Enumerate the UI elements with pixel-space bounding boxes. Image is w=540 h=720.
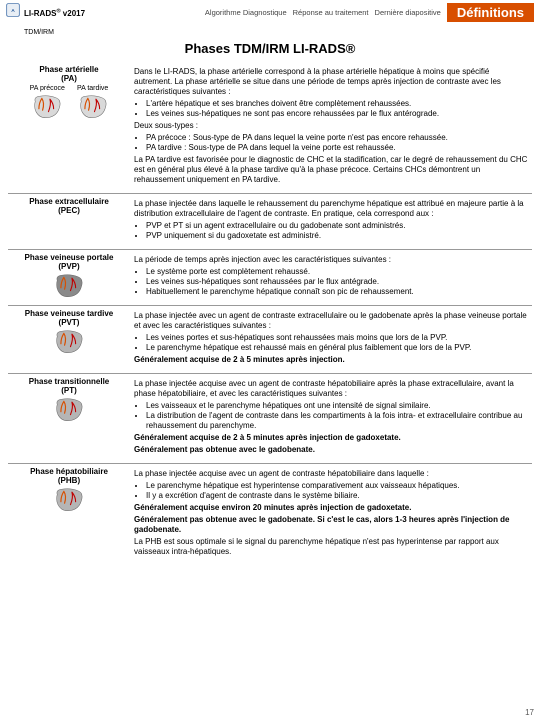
phase-label-pec: Phase extracellulaire(PEC) [10, 197, 128, 215]
bullet-phb-0: Le parenchyme hépatique est hyperintense… [146, 481, 528, 491]
left-cell-phb: Phase hépatobiliaire(PHB) [8, 464, 130, 566]
para-pa: La PA tardive est favorisée pour le diag… [134, 155, 528, 185]
phase-label-pt: Phase transitionnelle(PT) [10, 377, 128, 395]
phase-row-pa: Phase artérielle(PA) PA précoce PA tardi… [8, 62, 532, 193]
brand-text: LI-RADS [24, 9, 56, 18]
phases-table: Phase artérielle(PA) PA précoce PA tardi… [8, 62, 532, 565]
subbullet-pa-1: PA tardive : Sous-type de PA dans lequel… [146, 143, 528, 153]
logo-block: A LI-RADS® v2017 TDM/IRM [6, 3, 116, 39]
intro-pvt: La phase injectée avec un agent de contr… [134, 311, 528, 331]
phase-row-pt: Phase transitionnelle(PT) La phase injec… [8, 374, 532, 464]
brand-version: v2017 [61, 9, 85, 18]
extra-phb-1: Généralement pas obtenue avec le gadoben… [134, 515, 528, 535]
bullets-phb: Le parenchyme hépatique est hyperintense… [146, 481, 528, 501]
top-bar: A LI-RADS® v2017 TDM/IRM Algorithme Diag… [0, 0, 540, 39]
extra-phb-0: Généralement acquise environ 20 minutes … [134, 503, 528, 513]
bullet-pvt-1: Le parenchyme hépatique est rehaussé mai… [146, 343, 528, 353]
bullets-pvp: Le système porte est complètement rehaus… [146, 267, 528, 297]
right-cell-pt: La phase injectée acquise avec un agent … [130, 374, 532, 464]
liver-icon-pa-a [32, 94, 62, 119]
phase-row-phb: Phase hépatobiliaire(PHB) La phase injec… [8, 464, 532, 566]
right-cell-pvp: La période de temps après injection avec… [130, 250, 532, 306]
page-number: 17 [525, 708, 534, 717]
liver-icon-pt [54, 397, 84, 422]
tab-response[interactable]: Réponse au traitement [293, 8, 369, 17]
bullet-pvt-0: Les veines portes et sus-hépatiques sont… [146, 333, 528, 343]
phase-row-pvp: Phase veineuse portale(PVP) La période d… [8, 250, 532, 306]
phase-label-phb: Phase hépatobiliaire(PHB) [10, 467, 128, 485]
left-cell-pec: Phase extracellulaire(PEC) [8, 194, 130, 250]
subbullet-pa-0: PA précoce : Sous-type de PA dans lequel… [146, 133, 528, 143]
tab-last-slide[interactable]: Dernière diapositive [375, 8, 441, 17]
tab-strip: Algorithme Diagnostique Réponse au trait… [116, 3, 534, 22]
acr-logo-icon: A [6, 3, 20, 17]
phase-row-pec: Phase extracellulaire(PEC) La phase inje… [8, 194, 532, 250]
left-cell-pa: Phase artérielle(PA) PA précoce PA tardi… [8, 62, 130, 193]
bullet-pec-1: PVP uniquement si du gadoxetate est admi… [146, 231, 528, 241]
brand-line: LI-RADS® v2017 [24, 9, 85, 18]
left-cell-pt: Phase transitionnelle(PT) [8, 374, 130, 464]
extra-pt-0: Généralement acquise de 2 à 5 minutes ap… [134, 433, 528, 443]
liver-icon-pvt [54, 329, 84, 354]
right-cell-phb: La phase injectée acquise avec un agent … [130, 464, 532, 566]
liver-icon-phb [54, 487, 84, 512]
phase-label-pvt: Phase veineuse tardive(PVT) [10, 309, 128, 327]
right-cell-pvt: La phase injectée avec un agent de contr… [130, 306, 532, 374]
subintro-pa: Deux sous-types : [134, 121, 528, 131]
bullet-pvp-0: Le système porte est complètement rehaus… [146, 267, 528, 277]
brand-sub: TDM/IRM [24, 29, 54, 36]
phase-row-pvt: Phase veineuse tardive(PVT) La phase inj… [8, 306, 532, 374]
tab-definitions[interactable]: Définitions [447, 3, 534, 22]
extra-pvt-0: Généralement acquise de 2 à 5 minutes ap… [134, 355, 528, 365]
tab-algo[interactable]: Algorithme Diagnostique [205, 8, 287, 17]
left-cell-pvt: Phase veineuse tardive(PVT) [8, 306, 130, 374]
subbullets-pa: PA précoce : Sous-type de PA dans lequel… [146, 133, 528, 153]
liver-pair: PA précoce PA tardive [10, 85, 128, 121]
bullet-pt-1: La distribution de l'agent de contraste … [146, 411, 528, 431]
bullet-pa-0: L'artère hépatique et ses branches doive… [146, 99, 528, 109]
extra-pt-1: Généralement pas obtenue avec le gadoben… [134, 445, 528, 455]
bullet-pa-1: Les veines sus-hépatiques ne sont pas en… [146, 109, 528, 119]
phase-label-pa: Phase artérielle(PA) [10, 65, 128, 83]
intro-phb: La phase injectée acquise avec un agent … [134, 469, 528, 479]
liver-icon-pvp [54, 273, 84, 298]
left-cell-pvp: Phase veineuse portale(PVP) [8, 250, 130, 306]
liver-icon-pa-b [78, 94, 108, 119]
right-cell-pa: Dans le LI-RADS, la phase artérielle cor… [130, 62, 532, 193]
bullet-pt-0: Les vaisseaux et le parenchyme hépatique… [146, 401, 528, 411]
bullets-pvt: Les veines portes et sus-hépatiques sont… [146, 333, 528, 353]
final-phb: La PHB est sous optimale si le signal du… [134, 537, 528, 557]
intro-pec: La phase injectée dans laquelle le rehau… [134, 199, 528, 219]
intro-pa: Dans le LI-RADS, la phase artérielle cor… [134, 67, 528, 97]
page-title: Phases TDM/IRM LI-RADS® [0, 41, 540, 56]
right-cell-pec: La phase injectée dans laquelle le rehau… [130, 194, 532, 250]
bullet-phb-1: Il y a excrétion d'agent de contraste da… [146, 491, 528, 501]
bullet-pvp-2: Habituellement le parenchyme hépatique c… [146, 287, 528, 297]
phase-label-pvp: Phase veineuse portale(PVP) [10, 253, 128, 271]
dual-label-0: PA précoce [30, 85, 65, 92]
bullet-pec-0: PVP et PT si un agent extracellulaire ou… [146, 221, 528, 231]
bullets-pa: L'artère hépatique et ses branches doive… [146, 99, 528, 119]
intro-pt: La phase injectée acquise avec un agent … [134, 379, 528, 399]
svg-text:A: A [11, 8, 15, 14]
bullets-pec: PVP et PT si un agent extracellulaire ou… [146, 221, 528, 241]
content: Phase artérielle(PA) PA précoce PA tardi… [0, 62, 540, 571]
bullets-pt: Les vaisseaux et le parenchyme hépatique… [146, 401, 528, 431]
bullet-pvp-1: Les veines sus-hépatiques sont rehaussée… [146, 277, 528, 287]
dual-label-1: PA tardive [77, 85, 108, 92]
intro-pvp: La période de temps après injection avec… [134, 255, 528, 265]
